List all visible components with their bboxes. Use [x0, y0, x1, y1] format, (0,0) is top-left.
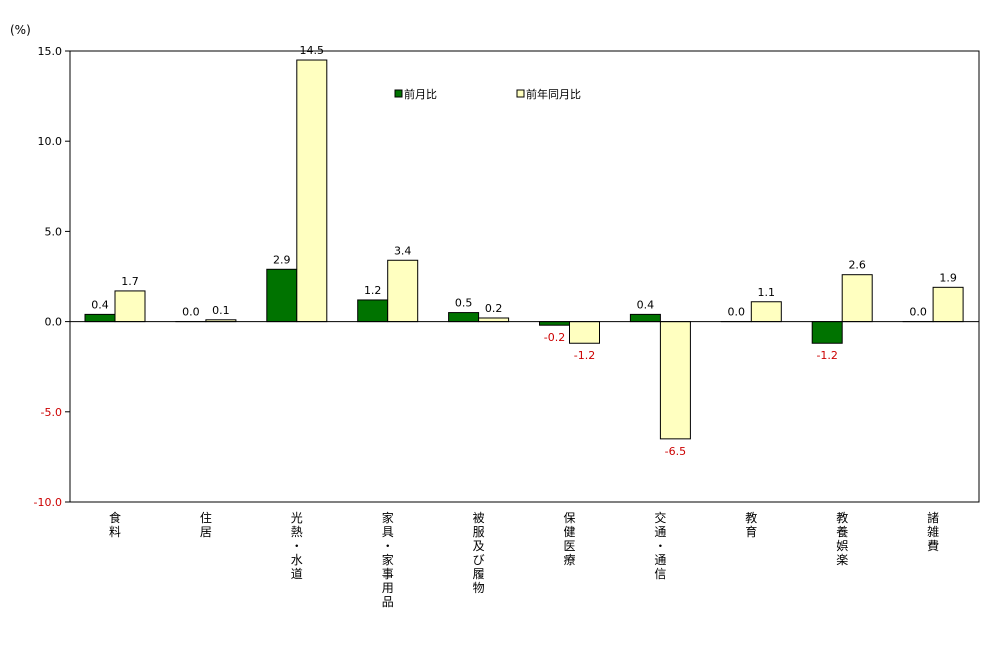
legend-swatch-yoy [516, 89, 525, 98]
category-label-misc: 諸雑費 [927, 510, 939, 553]
data-label-misc-mom: 0.0 [909, 306, 927, 319]
legend-label-yoy: 前年同月比 [526, 87, 581, 101]
bar-fuel-yoy [296, 59, 328, 323]
data-label-housing-mom: 0.0 [182, 306, 200, 319]
category-label-recreation: 教養娯楽 [836, 510, 848, 567]
bar-fuel-mom [266, 268, 298, 323]
category-label-medical: 保健医療 [563, 511, 575, 567]
data-label-recreation-yoy: 2.6 [848, 259, 866, 272]
data-label-clothing-yoy: 0.2 [485, 302, 503, 315]
data-labels: 0.4 1.7 0.0 0.1 2.9 14.5 1.2 3.4 0.5 0.2 -0.2 -1.2 0… [91, 44, 957, 458]
bar-education-yoy [750, 301, 782, 323]
plot-area-frame [69, 50, 980, 503]
bar-medical-mom [539, 321, 570, 326]
bar-furniture-mom [357, 299, 389, 323]
category-label-housing: 住居 [200, 511, 212, 539]
data-label-food-yoy: 1.7 [121, 275, 139, 288]
category-label-education: 教育 [745, 510, 757, 539]
y-tick-label: -10.0 [34, 496, 62, 509]
category-label-clothing: 被服及び履物 [473, 511, 485, 595]
data-label-education-mom: 0.0 [728, 306, 746, 319]
category-label-fuel: 光熱・水道 [291, 511, 303, 581]
data-label-furniture-mom: 1.2 [364, 284, 382, 297]
bar-food-mom [84, 313, 116, 323]
data-label-transport-yoy: -6.5 [665, 445, 686, 458]
bar-series [84, 59, 964, 440]
bar-food-yoy [114, 290, 146, 323]
y-tick-label: 15.0 [38, 45, 63, 58]
legend-swatch-mom [394, 89, 403, 98]
data-label-fuel-mom: 2.9 [273, 253, 291, 266]
bar-medical-yoy [569, 321, 600, 344]
bar-clothing-yoy [478, 317, 510, 323]
bar-recreation-yoy [841, 274, 873, 323]
y-tick-label: -5.0 [41, 406, 62, 419]
bar-transport-mom [629, 313, 661, 323]
data-label-food-mom: 0.4 [91, 298, 109, 311]
legend-label-mom: 前月比 [404, 87, 437, 101]
bar-furniture-yoy [387, 259, 419, 323]
data-label-misc-yoy: 1.9 [939, 271, 957, 284]
category-label-furniture: 家具・家事用品 [382, 510, 394, 609]
data-label-fuel-yoy: 14.5 [300, 44, 325, 57]
data-label-medical-mom: -0.2 [544, 331, 565, 344]
y-tick-label: 5.0 [45, 225, 63, 238]
bar-clothing-mom [448, 312, 480, 323]
data-label-transport-mom: 0.4 [637, 298, 655, 311]
y-tick-label: 0.0 [45, 316, 63, 329]
category-label-food: 食料 [109, 510, 121, 539]
category-labels: 食料 住居 光熱・水道 家具・家事用品 被服及び履物 保健医療 交通・通信 教育 教養娯楽 諸雑費 [109, 510, 939, 609]
data-label-housing-yoy: 0.1 [212, 304, 230, 317]
y-tick-label: 10.0 [38, 135, 63, 148]
legend: 前月比 前年同月比 [394, 87, 581, 101]
data-label-recreation-mom: -1.2 [816, 349, 837, 362]
bar-recreation-mom [811, 321, 843, 344]
bar-misc-yoy [932, 286, 964, 323]
data-label-medical-yoy: -1.2 [574, 349, 595, 362]
y-axis-ticks: 15.0 10.0 5.0 0.0 -5.0 -10.0 [34, 45, 70, 509]
category-label-transport: 交通・通信 [654, 510, 666, 581]
y-axis-unit-label: (%) [10, 23, 31, 37]
data-label-clothing-mom: 0.5 [455, 297, 473, 310]
data-label-education-yoy: 1.1 [758, 286, 776, 299]
data-label-furniture-yoy: 3.4 [394, 244, 412, 257]
bar-transport-yoy [659, 321, 691, 440]
